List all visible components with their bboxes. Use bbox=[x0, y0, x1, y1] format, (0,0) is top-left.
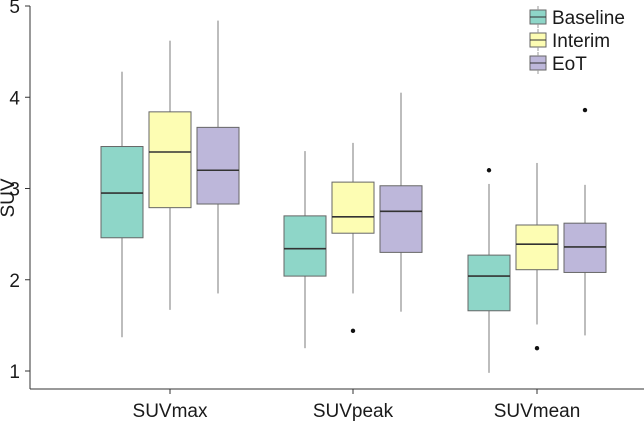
x-tick-label: SUVmean bbox=[494, 401, 581, 422]
y-ticks: 1 2 3 4 5 bbox=[9, 0, 30, 383]
outlier-point bbox=[582, 107, 588, 113]
y-tick-label: 4 bbox=[9, 88, 20, 109]
box-baseline-suvmax bbox=[100, 71, 144, 338]
legend-label: EoT bbox=[552, 54, 587, 75]
box-body bbox=[563, 222, 607, 273]
y-tick-label: 2 bbox=[9, 271, 20, 292]
box-body bbox=[379, 185, 423, 253]
box-eot-suvpeak bbox=[379, 92, 423, 312]
y-tick-label: 5 bbox=[9, 0, 20, 18]
legend-label: Interim bbox=[552, 31, 610, 52]
legend-item-interim: Interim bbox=[529, 29, 610, 52]
x-ticks: SUVmax SUVpeak SUVmean bbox=[133, 389, 581, 422]
box-baseline-suvpeak bbox=[283, 151, 327, 349]
box-body bbox=[283, 215, 327, 277]
x-tick-label: SUVmax bbox=[133, 401, 208, 422]
outlier-point bbox=[486, 168, 492, 173]
legend-label: Baseline bbox=[552, 8, 625, 29]
boxes bbox=[100, 20, 607, 373]
outlier-point bbox=[350, 328, 356, 334]
y-axis-title: SUV bbox=[0, 178, 19, 217]
legend-item-eot: EoT bbox=[529, 52, 587, 75]
box-baseline-suvmean bbox=[467, 168, 511, 373]
axes bbox=[29, 6, 644, 390]
box-body bbox=[100, 146, 144, 239]
box-body bbox=[148, 111, 192, 209]
box-interim-suvmean bbox=[515, 162, 559, 351]
box-eot-suvmax bbox=[196, 20, 240, 294]
box-eot-suvmean bbox=[563, 107, 607, 336]
box-interim-suvmax bbox=[148, 40, 192, 310]
legend-item-baseline: Baseline bbox=[529, 6, 625, 29]
box-body bbox=[331, 181, 375, 234]
outlier-point bbox=[534, 345, 540, 351]
box-interim-suvpeak bbox=[331, 142, 375, 334]
box-body bbox=[515, 224, 559, 271]
y-tick-label: 1 bbox=[9, 362, 20, 383]
x-tick-label: SUVpeak bbox=[313, 401, 394, 422]
box-body bbox=[196, 126, 240, 205]
y-tick-label: 3 bbox=[9, 180, 20, 201]
box-body bbox=[467, 254, 511, 312]
